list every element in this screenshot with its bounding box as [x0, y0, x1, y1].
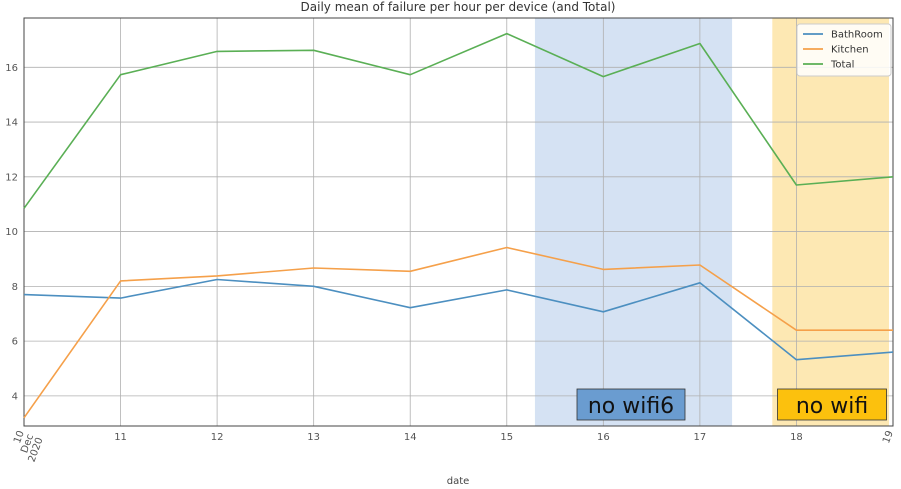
- x-tick-label: 15: [500, 432, 513, 443]
- y-tick-label: 14: [5, 118, 18, 129]
- annotation-box-0: [576, 388, 686, 421]
- x-tick-label: 11: [114, 432, 127, 443]
- x-axis-label: date: [447, 476, 470, 487]
- y-tick-label: 16: [5, 63, 18, 74]
- legend-label-bathroom: BathRoom: [831, 30, 883, 41]
- x-tick-label: 10Dec2020: [8, 429, 46, 464]
- annotation-labels: no wifi6 no wifi: [576, 388, 887, 421]
- y-tick-label: 6: [12, 337, 18, 348]
- annotation-box-1: [777, 388, 887, 421]
- series-lines: [23, 32, 894, 419]
- series-line-bathroom: [23, 278, 894, 361]
- x-tick-label: 18: [790, 432, 803, 443]
- annotation-region-1: [772, 18, 889, 426]
- series-line-total: [23, 32, 894, 209]
- x-tick-label: 16: [597, 432, 610, 443]
- x-tick-label: 14: [404, 432, 417, 443]
- y-tick-label: 4: [12, 391, 18, 402]
- legend: BathRoom Kitchen Total: [796, 23, 892, 77]
- x-tick-label: 12: [211, 432, 224, 443]
- x-tick-label: 13: [307, 432, 320, 443]
- series-line-kitchen: [23, 246, 893, 419]
- plot-frame: [23, 17, 894, 427]
- x-tick-labels: 10Dec2020 11 12 13 14 15 16 17 18 19: [8, 429, 896, 464]
- annotation-label-1: no wifi: [796, 394, 868, 419]
- chart-title: Daily mean of failure per hour per devic…: [301, 0, 616, 14]
- y-tick-label: 10: [5, 227, 18, 238]
- x-tick-label: 17: [694, 432, 707, 443]
- annotation-region-0: [534, 18, 733, 426]
- legend-label-kitchen: Kitchen: [831, 45, 869, 56]
- y-tick-labels: 4 6 8 10 12 14 16: [5, 63, 18, 403]
- y-tick-label: 8: [12, 282, 18, 293]
- legend-label-total: Total: [830, 60, 854, 71]
- grid-lines: [23, 18, 894, 426]
- x-tick-label: 19: [881, 429, 896, 445]
- y-tick-label: 12: [5, 172, 18, 183]
- annotation-regions: [534, 18, 889, 426]
- annotation-label-0: no wifi6: [588, 394, 674, 419]
- legend-box: [796, 23, 892, 77]
